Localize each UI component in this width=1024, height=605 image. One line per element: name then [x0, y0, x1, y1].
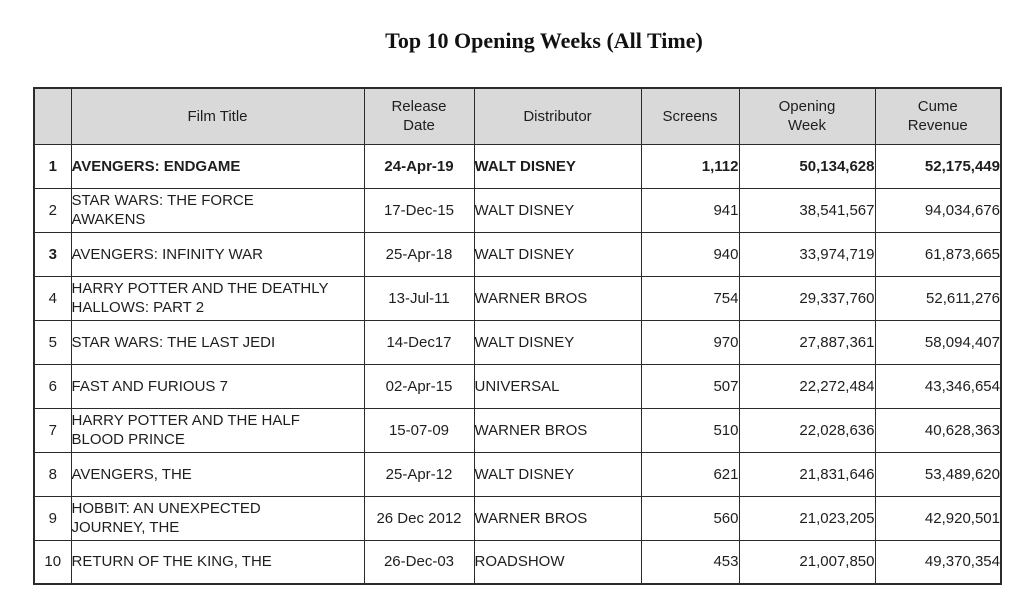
film-title-cell: HARRY POTTER AND THE DEATHLY HALLOWS: PA…	[70, 275, 365, 321]
distributor-cell: ROADSHOW	[473, 539, 642, 585]
header-cume-revenue: Cume Revenue	[874, 87, 1002, 145]
screens-cell: 970	[640, 319, 740, 365]
opening-week-cell: 33,974,719	[738, 231, 876, 277]
cume-revenue-cell: 43,346,654	[874, 363, 1002, 409]
opening-weeks-table: Film Title Release Date Distributor Scre…	[33, 87, 1002, 585]
screens-cell: 510	[640, 407, 740, 453]
table-row: 4 HARRY POTTER AND THE DEATHLY HALLOWS: …	[33, 275, 1002, 321]
distributor-cell: WALT DISNEY	[473, 231, 642, 277]
rank-cell: 1	[33, 143, 72, 189]
screens-cell: 621	[640, 451, 740, 497]
film-title-cell: HOBBIT: AN UNEXPECTED JOURNEY, THE	[70, 495, 365, 541]
header-opening-week: Opening Week	[738, 87, 876, 145]
film-title-cell: AVENGERS: ENDGAME	[70, 143, 365, 189]
screens-cell: 754	[640, 275, 740, 321]
cume-revenue-cell: 49,370,354	[874, 539, 1002, 585]
table-row: 8 AVENGERS, THE 25-Apr-12 WALT DISNEY 62…	[33, 451, 1002, 497]
opening-week-cell: 21,007,850	[738, 539, 876, 585]
release-date-cell: 02-Apr-15	[363, 363, 475, 409]
table-row: 10 RETURN OF THE KING, THE 26-Dec-03 ROA…	[33, 539, 1002, 585]
rank-cell: 10	[33, 539, 72, 585]
cume-revenue-cell: 53,489,620	[874, 451, 1002, 497]
rank-cell: 5	[33, 319, 72, 365]
distributor-cell: UNIVERSAL	[473, 363, 642, 409]
table-row: 5 STAR WARS: THE LAST JEDI 14-Dec17 WALT…	[33, 319, 1002, 365]
distributor-cell: WALT DISNEY	[473, 319, 642, 365]
opening-week-cell: 29,337,760	[738, 275, 876, 321]
opening-week-cell: 38,541,567	[738, 187, 876, 233]
film-title-cell: RETURN OF THE KING, THE	[70, 539, 365, 585]
header-screens: Screens	[640, 87, 740, 145]
header-distributor: Distributor	[473, 87, 642, 145]
release-date-cell: 15-07-09	[363, 407, 475, 453]
cume-revenue-cell: 40,628,363	[874, 407, 1002, 453]
rank-cell: 8	[33, 451, 72, 497]
distributor-cell: WARNER BROS	[473, 407, 642, 453]
cume-revenue-cell: 58,094,407	[874, 319, 1002, 365]
cume-revenue-cell: 52,611,276	[874, 275, 1002, 321]
release-date-cell: 25-Apr-12	[363, 451, 475, 497]
release-date-cell: 17-Dec-15	[363, 187, 475, 233]
table-row: 3 AVENGERS: INFINITY WAR 25-Apr-18 WALT …	[33, 231, 1002, 277]
screens-cell: 560	[640, 495, 740, 541]
rank-cell: 7	[33, 407, 72, 453]
rank-cell: 3	[33, 231, 72, 277]
film-title-cell: STAR WARS: THE LAST JEDI	[70, 319, 365, 365]
table-row: 6 FAST AND FURIOUS 7 02-Apr-15 UNIVERSAL…	[33, 363, 1002, 409]
opening-week-cell: 21,831,646	[738, 451, 876, 497]
release-date-cell: 13-Jul-11	[363, 275, 475, 321]
release-date-cell: 26 Dec 2012	[363, 495, 475, 541]
cume-revenue-cell: 42,920,501	[874, 495, 1002, 541]
release-date-cell: 26-Dec-03	[363, 539, 475, 585]
distributor-cell: WARNER BROS	[473, 495, 642, 541]
screens-cell: 940	[640, 231, 740, 277]
cume-revenue-cell: 94,034,676	[874, 187, 1002, 233]
table-row: 1 AVENGERS: ENDGAME 24-Apr-19 WALT DISNE…	[33, 143, 1002, 189]
header-film-title: Film Title	[70, 87, 365, 145]
cume-revenue-cell: 52,175,449	[874, 143, 1002, 189]
rank-cell: 6	[33, 363, 72, 409]
table-row: 9 HOBBIT: AN UNEXPECTED JOURNEY, THE 26 …	[33, 495, 1002, 541]
distributor-cell: WALT DISNEY	[473, 451, 642, 497]
distributor-cell: WALT DISNEY	[473, 143, 642, 189]
header-rank	[33, 87, 72, 145]
cume-revenue-cell: 61,873,665	[874, 231, 1002, 277]
opening-week-cell: 22,272,484	[738, 363, 876, 409]
film-title-cell: STAR WARS: THE FORCE AWAKENS	[70, 187, 365, 233]
screens-cell: 453	[640, 539, 740, 585]
header-row: Film Title Release Date Distributor Scre…	[33, 87, 1002, 145]
release-date-cell: 14-Dec17	[363, 319, 475, 365]
film-title-cell: HARRY POTTER AND THE HALF BLOOD PRINCE	[70, 407, 365, 453]
opening-week-cell: 27,887,361	[738, 319, 876, 365]
rank-cell: 4	[33, 275, 72, 321]
rank-cell: 9	[33, 495, 72, 541]
release-date-cell: 25-Apr-18	[363, 231, 475, 277]
distributor-cell: WARNER BROS	[473, 275, 642, 321]
film-title-cell: AVENGERS, THE	[70, 451, 365, 497]
film-title-cell: AVENGERS: INFINITY WAR	[70, 231, 365, 277]
opening-week-cell: 21,023,205	[738, 495, 876, 541]
screens-cell: 941	[640, 187, 740, 233]
screens-cell: 507	[640, 363, 740, 409]
rank-cell: 2	[33, 187, 72, 233]
page-title: Top 10 Opening Weeks (All Time)	[385, 28, 703, 53]
release-date-cell: 24-Apr-19	[363, 143, 475, 189]
screens-cell: 1,112	[640, 143, 740, 189]
distributor-cell: WALT DISNEY	[473, 187, 642, 233]
opening-week-cell: 22,028,636	[738, 407, 876, 453]
film-title-cell: FAST AND FURIOUS 7	[70, 363, 365, 409]
opening-week-cell: 50,134,628	[738, 143, 876, 189]
table-row: 7 HARRY POTTER AND THE HALF BLOOD PRINCE…	[33, 407, 1002, 453]
header-release-date: Release Date	[363, 87, 475, 145]
table-row: 2 STAR WARS: THE FORCE AWAKENS 17-Dec-15…	[33, 187, 1002, 233]
